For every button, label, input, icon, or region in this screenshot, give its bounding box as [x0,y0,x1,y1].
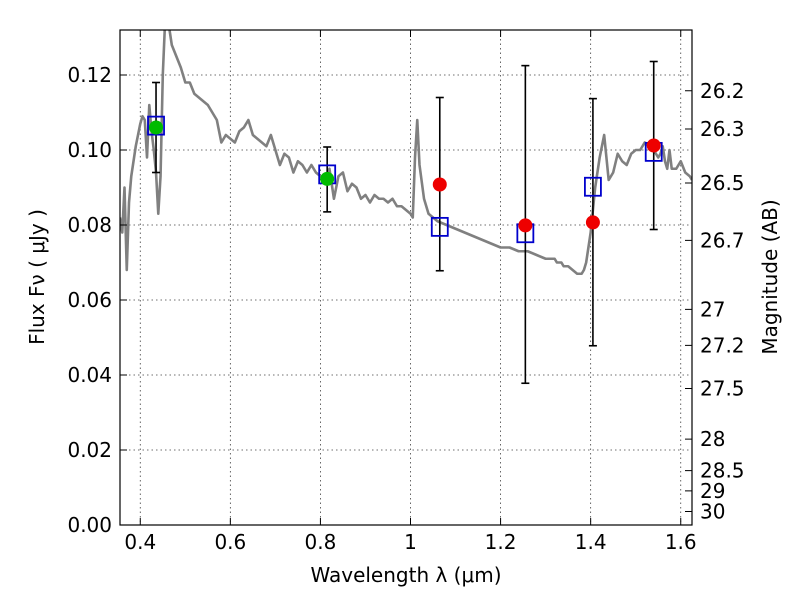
y2-tick-label: 29 [700,479,725,503]
y-tick-label: 0.00 [67,513,112,537]
x-tick-label: 1.6 [665,530,697,554]
x-tick-label: 0.8 [305,530,337,554]
y2-tick-label: 26.2 [700,79,745,103]
model-photometry-point [430,216,449,237]
y2-axis-title: Magnitude (AB) [758,199,782,354]
x-tick-label: 1.4 [575,530,607,554]
y2-tick-label: 27.2 [700,333,745,357]
model-spectrum-line [120,30,692,276]
nir-data-point [585,215,600,230]
y-tick-label: 0.08 [67,213,112,237]
tick-labels: 0.4 0.6 0.8 1 1.2 1.4 1.6 0.00 0.02 0.04 0.06 0.08 0… [67,63,744,554]
x-tick-label: 1.2 [485,530,517,554]
x-axis-title: Wavelength λ (μm) [310,563,501,587]
x-tick-label: 0.6 [214,530,246,554]
grid-lines [120,30,692,526]
plot-area [120,30,692,385]
axes-frame [119,29,693,526]
nir-data-point [432,177,447,192]
y2-tick-label: 28.5 [700,459,745,483]
y-tick-label: 0.02 [67,438,112,462]
model-photometry-point [584,176,602,197]
optical-data-point [149,120,164,135]
y2-tick-label: 26.3 [700,117,745,141]
y2-tick-label: 26.5 [700,171,745,195]
y2-tick-label: 27 [700,297,725,321]
y2-tick-label: 28 [700,427,725,451]
x-tick-label: 1 [404,530,417,554]
y-tick-label: 0.10 [67,138,112,162]
tick-marks [120,30,692,526]
y-tick-label: 0.06 [67,288,112,312]
x-tick-label: 0.4 [124,530,156,554]
nir-data-point [518,218,533,233]
y-axis-title: Flux Fν ( μJy ) [25,209,49,345]
optical-data-point [320,171,335,186]
y2-tick-label: 27.5 [700,377,745,401]
y-tick-label: 0.12 [67,63,112,87]
model-photometry-point [147,115,165,136]
nir-data-point [646,138,661,153]
y2-tick-label: 30 [700,500,725,524]
y2-tick-label: 26.7 [700,228,745,252]
y-tick-label: 0.04 [67,363,112,387]
